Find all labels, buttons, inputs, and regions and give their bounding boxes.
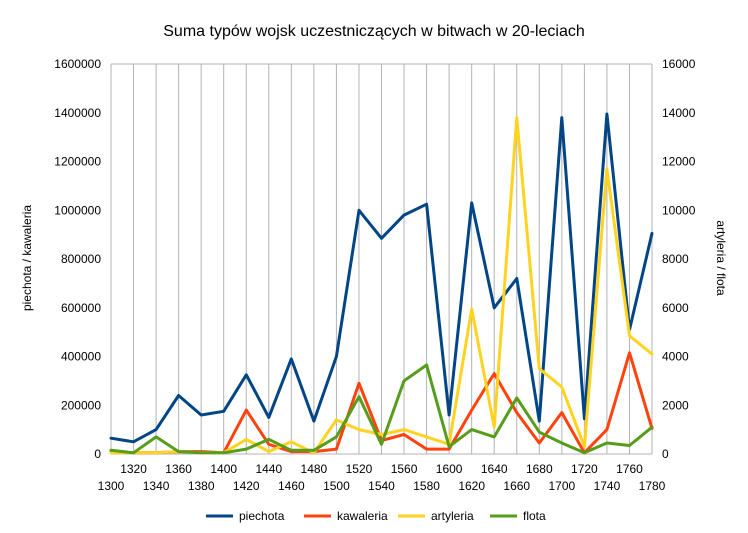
x-tick-label-lower: 1500 [323, 479, 350, 493]
x-tick-label-lower: 1460 [278, 479, 305, 493]
legend: piechota kawaleria artyleria flota [206, 509, 546, 523]
x-tick-label-lower: 1300 [98, 479, 125, 493]
legend-label-flota: flota [523, 509, 546, 523]
y-right-tick-label: 4000 [662, 350, 689, 364]
x-tick-label-lower: 1380 [188, 479, 215, 493]
y-axis-left-label: piechota / kawaleria [20, 205, 34, 311]
x-tick-label-upper: 1520 [346, 462, 373, 476]
x-tick-label-upper: 1560 [391, 462, 418, 476]
y-right-tick-label: 8000 [662, 252, 689, 266]
series-line-flota [109, 363, 654, 455]
axis-layer: 0 200000 400000 600000 800000 1000000 1200000 1… [54, 57, 695, 493]
x-tick-label-upper: 1440 [255, 462, 282, 476]
x-tick-label-lower: 1340 [143, 479, 170, 493]
x-tick-label-upper: 1720 [571, 462, 598, 476]
y-left-tick-label: 1400000 [54, 106, 101, 120]
chart-title: Suma typów wojsk uczestniczących w bitwa… [163, 23, 585, 40]
y-left-tick-label: 400000 [61, 350, 101, 364]
x-tick-label-lower: 1420 [233, 479, 260, 493]
series-line-piechota [109, 112, 654, 444]
x-tick-label-upper: 1320 [120, 462, 147, 476]
x-tick-label-upper: 1400 [210, 462, 237, 476]
y-left-tick-label: 1200000 [54, 155, 101, 169]
y-left-tick-label: 200000 [61, 398, 101, 412]
x-tick-label-upper: 1640 [481, 462, 508, 476]
y-right-tick-label: 12000 [662, 155, 696, 169]
x-tick-label-lower: 1540 [368, 479, 395, 493]
x-tick-label-lower: 1580 [413, 479, 440, 493]
y-axis-right-label: artyleria / flota [714, 220, 728, 296]
x-tick-label-upper: 1360 [165, 462, 192, 476]
x-tick-label-upper: 1760 [616, 462, 643, 476]
grid-layer [110, 63, 653, 455]
y-left-tick-label: 1600000 [54, 57, 101, 71]
y-left-tick-label: 600000 [61, 301, 101, 315]
x-tick-label-lower: 1620 [458, 479, 485, 493]
legend-label-artyleria: artyleria [431, 509, 474, 523]
x-tick-label-lower: 1780 [639, 479, 666, 493]
y-right-tick-label: 2000 [662, 398, 689, 412]
x-tick-label-upper: 1600 [436, 462, 463, 476]
x-tick-label-upper: 1480 [301, 462, 328, 476]
y-right-tick-label: 6000 [662, 301, 689, 315]
y-left-tick-label: 0 [94, 447, 101, 461]
y-left-tick-label: 1000000 [54, 203, 101, 217]
y-right-tick-label: 14000 [662, 106, 696, 120]
y-right-tick-label: 10000 [662, 203, 696, 217]
x-tick-label-lower: 1700 [548, 479, 575, 493]
legend-label-kawaleria: kawaleria [337, 509, 388, 523]
legend-label-piechota: piechota [239, 509, 285, 523]
x-tick-label-lower: 1660 [503, 479, 530, 493]
x-tick-label-upper: 1680 [526, 462, 553, 476]
y-right-tick-label: 16000 [662, 57, 696, 71]
y-right-tick-label: 0 [662, 447, 669, 461]
x-tick-label-lower: 1740 [594, 479, 621, 493]
series-layer [109, 112, 654, 455]
y-left-tick-label: 800000 [61, 252, 101, 266]
